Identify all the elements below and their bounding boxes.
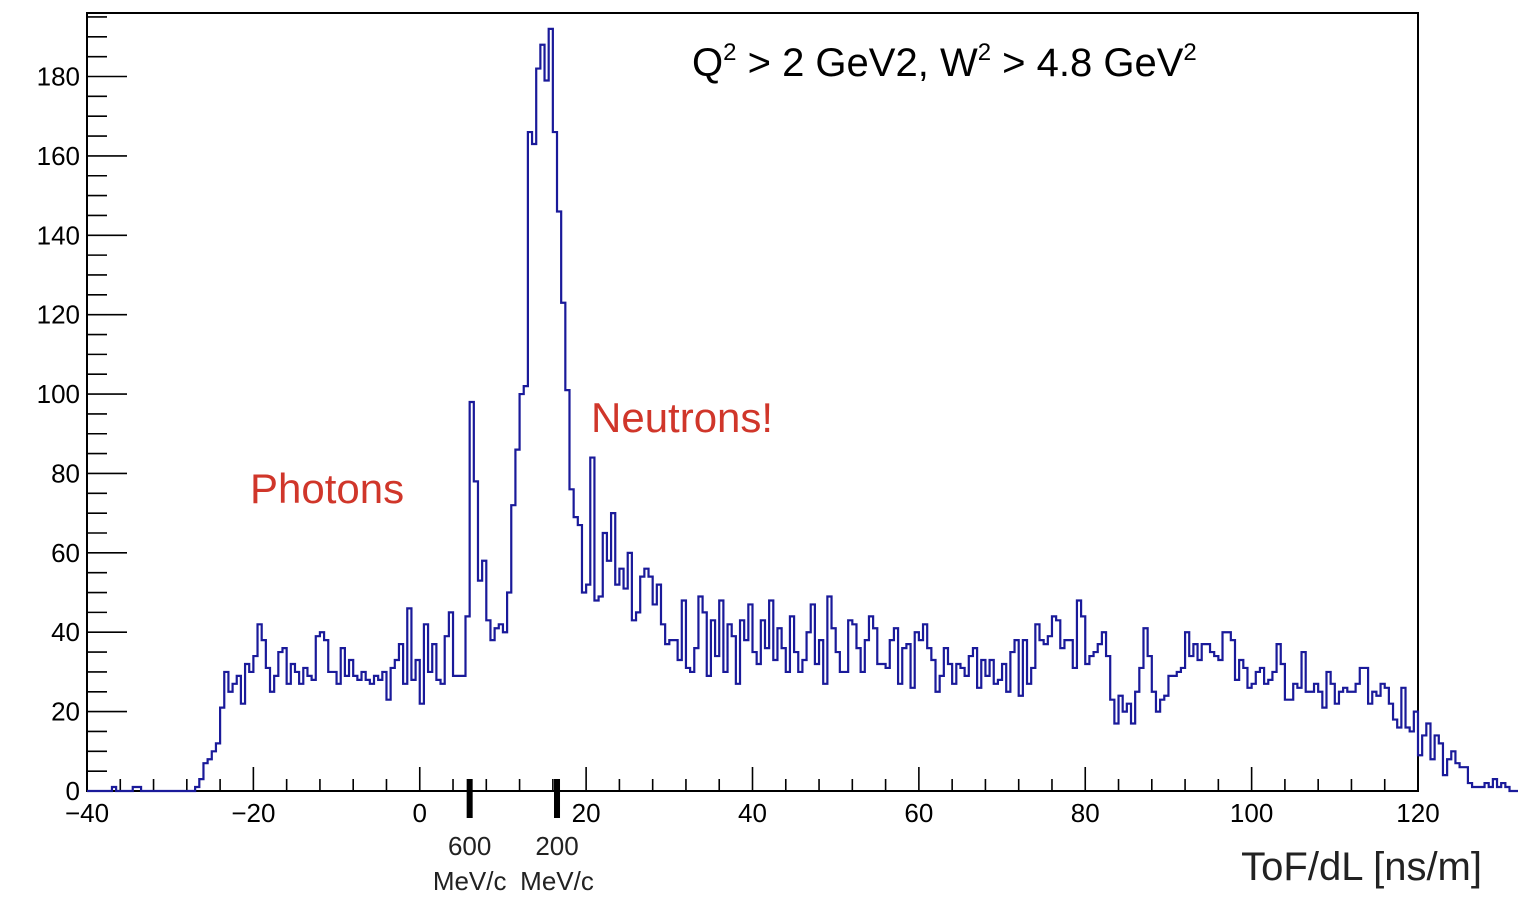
- x-tick-label: 20: [572, 798, 601, 828]
- momentum-marker-bar: [554, 779, 561, 818]
- momentum-marker-value: 600: [448, 831, 491, 861]
- x-tick-label: 0: [413, 798, 427, 828]
- y-tick-label: 120: [37, 300, 80, 330]
- momentum-marker-value: 200: [535, 831, 578, 861]
- x-axis-label: ToF/dL [ns/m]: [1241, 845, 1482, 889]
- histogram-line: [87, 27, 1518, 793]
- title-cond-2: > 4.8 GeV: [991, 41, 1184, 85]
- y-tick-label: 20: [51, 697, 80, 727]
- title-sup-1: 2: [723, 39, 736, 66]
- y-tick-label: 160: [37, 141, 80, 171]
- y-tick-label: 80: [51, 458, 80, 488]
- x-tick-label: 120: [1396, 798, 1439, 828]
- title-sup-3: 2: [1183, 39, 1196, 66]
- x-tick-label: 40: [738, 798, 767, 828]
- x-tick-label: 60: [904, 798, 933, 828]
- momentum-marker-unit: MeV/c: [433, 866, 507, 896]
- title-sup-2: 2: [978, 39, 991, 66]
- title-q: Q: [692, 41, 723, 85]
- x-tick-label: −20: [231, 798, 275, 828]
- tick-marks: [86, 16, 1419, 792]
- y-tick-label: 140: [37, 220, 80, 250]
- photons-annotation: Photons: [250, 465, 404, 512]
- y-tick-label: 40: [51, 617, 80, 647]
- momentum-marker-unit: MeV/c: [520, 866, 594, 896]
- chart-title: Q2 > 2 GeV2, W2 > 4.8 GeV2: [692, 39, 1197, 85]
- x-axis-tick-labels: −40 −20 0 20 40 60 80 100 120: [65, 798, 1440, 828]
- y-tick-label: 0: [66, 776, 80, 806]
- y-axis-tick-labels: 0 20 40 60 80 100 120 140 160 180: [37, 62, 80, 806]
- momentum-marker-bar: [466, 779, 473, 818]
- x-tick-label: 80: [1071, 798, 1100, 828]
- y-tick-label: 60: [51, 538, 80, 568]
- momentum-markers: 600 MeV/c 200 MeV/c: [433, 779, 594, 896]
- y-tick-label: 180: [37, 62, 80, 92]
- title-cond-1: > 2 GeV2, W: [736, 41, 977, 85]
- neutrons-annotation: Neutrons!: [591, 394, 773, 441]
- x-tick-label: −40: [65, 798, 109, 828]
- y-tick-label: 100: [37, 379, 80, 409]
- x-tick-label: 100: [1230, 798, 1273, 828]
